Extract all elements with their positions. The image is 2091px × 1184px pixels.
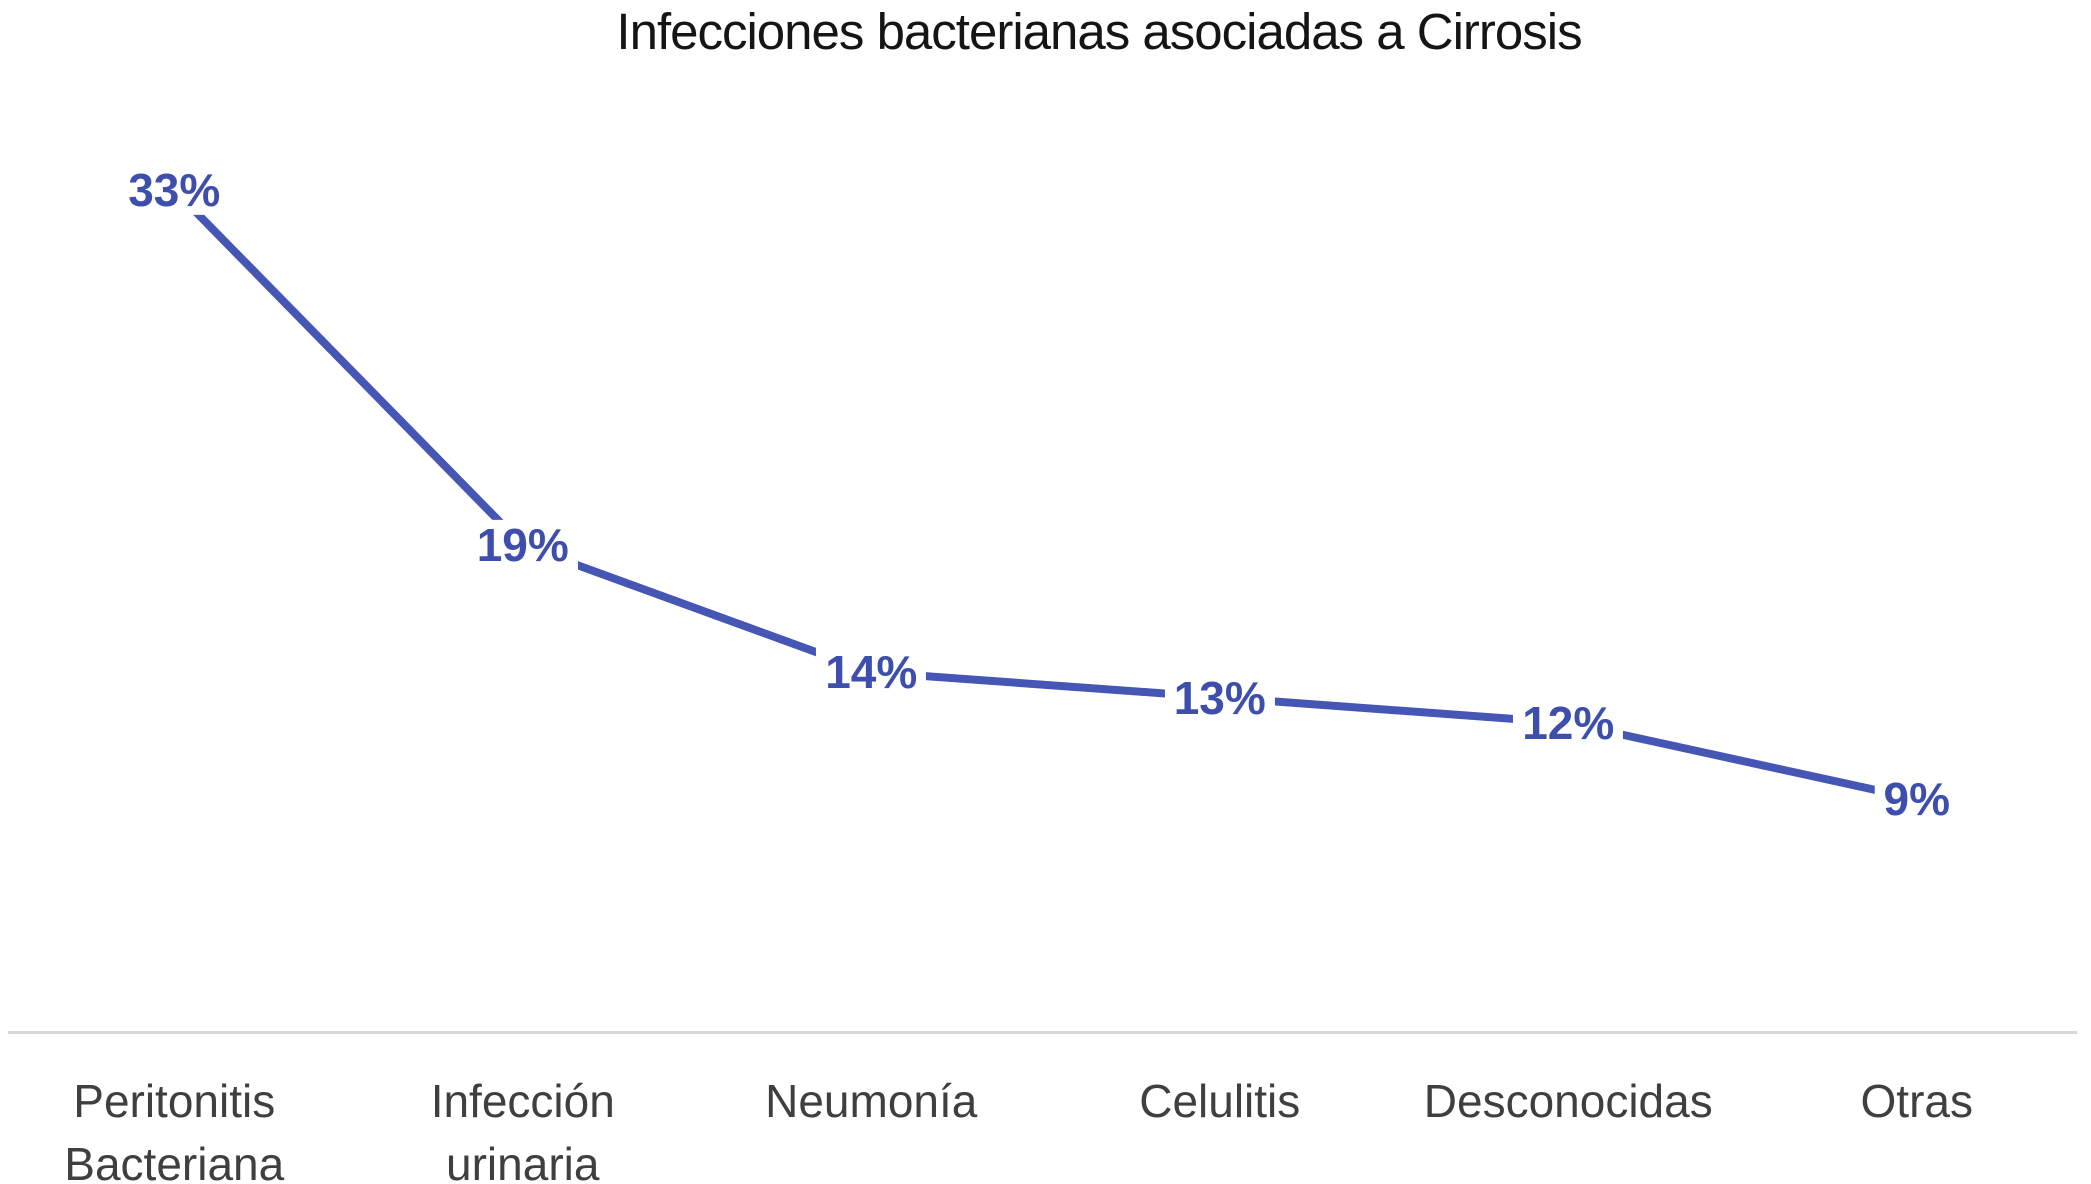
data-label: 14% xyxy=(816,646,927,698)
x-axis-label: Desconocidas xyxy=(1423,1075,1713,1127)
x-axis-label: Neumonía xyxy=(765,1075,978,1127)
x-axis-line xyxy=(8,1031,2077,1034)
chart-title: Infecciones bacterianas asociadas a Cirr… xyxy=(616,3,1582,60)
data-label: 13% xyxy=(1164,672,1275,723)
data-label: 19% xyxy=(467,520,578,571)
x-axis-label: Otras xyxy=(1860,1075,1973,1127)
x-axis-label: Infección urinaria xyxy=(430,1075,615,1184)
x-axis-label: Peritonitis Bacteriana xyxy=(64,1075,285,1184)
data-label: 12% xyxy=(1513,697,1624,749)
x-axis-label: Celulitis xyxy=(1139,1075,1301,1127)
trend-line xyxy=(170,186,1921,803)
data-label: 33% xyxy=(119,164,230,216)
data-label: 9% xyxy=(1874,773,1959,825)
